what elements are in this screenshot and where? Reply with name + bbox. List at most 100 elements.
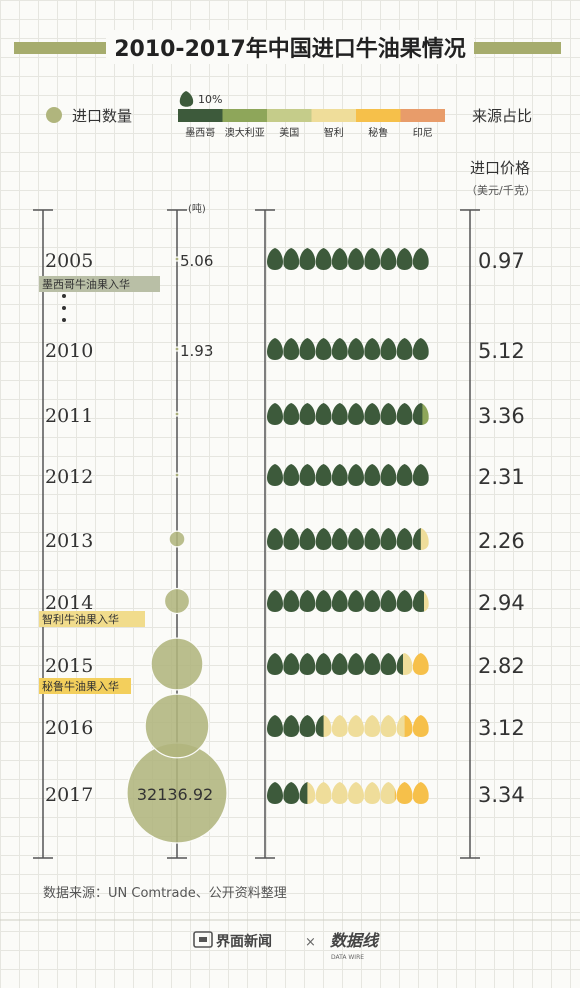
avocado-share-segment <box>267 403 283 425</box>
avocado-icon <box>267 338 283 360</box>
year-gap-ellipsis <box>62 294 66 322</box>
avocado-icon <box>396 338 413 360</box>
avocado-share-segment <box>283 464 300 486</box>
ellipsis-dot <box>62 306 66 310</box>
avocado-icon <box>315 338 332 360</box>
avocado-icon <box>380 715 397 737</box>
quantity-bubble-2010 <box>174 346 180 352</box>
avocado-icon <box>331 715 348 737</box>
quantity-bubble-2012 <box>174 472 180 478</box>
avocado-icon <box>380 653 397 675</box>
avocado-icon <box>283 715 300 737</box>
avocado-share-segment <box>396 590 413 612</box>
source-color-legend: 墨西哥 澳大利亚 美国 智利 秘鲁 印尼 <box>178 109 445 139</box>
avocado-icon <box>315 248 332 270</box>
quantity-bubble-2016 <box>144 693 210 759</box>
avocado-share-segment <box>364 528 381 550</box>
avocado-icon <box>348 338 364 360</box>
avocado-icon <box>380 338 397 360</box>
year-label-2017: 2017 <box>45 784 93 806</box>
avocado-share-segment <box>299 248 316 270</box>
avocado-share-segment <box>380 403 397 425</box>
avocado-share-segment <box>412 403 423 425</box>
brand-times: × <box>305 935 316 950</box>
price-label-2010: 5.12 <box>478 339 525 363</box>
avocado-share-segment <box>283 248 300 270</box>
legend-source-label: 美国 <box>279 126 299 139</box>
avocado-icon <box>283 590 300 612</box>
avocado-share-segment <box>396 782 413 804</box>
price-label-2013: 2.26 <box>478 529 525 553</box>
avocado-icon <box>380 403 397 425</box>
avocado-icon <box>380 528 397 550</box>
avocado-icon <box>331 403 348 425</box>
quantity-bubble-2015 <box>150 637 204 691</box>
chart-title: 2010-2017年中国进口牛油果情况 <box>114 36 466 62</box>
brand-logo-icon <box>193 931 213 948</box>
avocado-share-segment <box>331 653 348 675</box>
event-chile-bg <box>39 611 145 627</box>
avocado-icon <box>412 590 429 612</box>
avocado-share-segment <box>267 782 283 804</box>
avocado-icon <box>348 464 364 486</box>
avocado-share-segment <box>380 653 397 675</box>
quantity-unit: (吨) <box>188 202 206 215</box>
legend-swatch-4 <box>311 109 356 122</box>
avocado-icon <box>348 248 364 270</box>
avocado-share-segment <box>348 403 364 425</box>
quantity-bubble-2013 <box>168 530 186 548</box>
event-mexico: 墨西哥牛油果入华 <box>42 277 130 291</box>
avocado-icon <box>396 715 413 737</box>
avocado-icon <box>412 653 429 675</box>
legend-swatch-1 <box>178 109 223 122</box>
avocado-share-segment <box>299 782 308 804</box>
avocado-share-segment <box>299 464 316 486</box>
avocado-share-segment <box>299 528 316 550</box>
year-label-2013: 2013 <box>45 530 93 552</box>
event-peru: 秘鲁牛油果入华 <box>42 679 119 693</box>
avocado-icon <box>267 528 283 550</box>
avocado-share-segment <box>380 248 397 270</box>
avocado-icon <box>396 248 413 270</box>
avocado-share-segment <box>283 403 300 425</box>
legend-swatch-2 <box>222 109 267 122</box>
price-label-2012: 2.31 <box>478 465 525 489</box>
avocado-share-segment <box>403 653 413 675</box>
avocado-icon <box>315 528 332 550</box>
avocado-icon <box>348 590 364 612</box>
avocado-share-segment <box>331 528 348 550</box>
avocado-icon <box>299 715 316 737</box>
avocado-icon <box>396 528 413 550</box>
avocado-share-segment <box>267 464 283 486</box>
quantity-bubble-2005 <box>174 256 180 262</box>
year-label-2016: 2016 <box>45 717 93 739</box>
avocado-icon <box>364 338 381 360</box>
year-label-2010: 2010 <box>45 340 93 362</box>
year-rows: 2005 5.06 0.97 2010 1.93 5.12 2011 3.36 2012 2.31… <box>45 248 525 807</box>
avocado-share-segment <box>315 782 332 804</box>
avocado-share-segment <box>348 528 364 550</box>
avocado-icon <box>331 782 348 804</box>
avocado-share-segment <box>331 338 348 360</box>
avocado-share-segment <box>380 590 397 612</box>
price-header: 进口价格 <box>470 159 530 177</box>
avocado-icon <box>267 590 283 612</box>
title-backdrop <box>106 30 474 64</box>
avocado-icon <box>283 248 300 270</box>
avocado-icon <box>283 403 300 425</box>
avocado-icon <box>364 528 381 550</box>
avocado-share-segment <box>283 590 300 612</box>
avocado-icon <box>412 464 429 486</box>
year-label-2014: 2014 <box>45 592 93 614</box>
avocado-icon <box>283 528 300 550</box>
avocado-share-segment <box>396 403 413 425</box>
avocado-share-segment <box>380 782 396 804</box>
avocado-icon <box>315 782 332 804</box>
legend-source-label: 墨西哥 <box>185 127 215 139</box>
avocado-icon <box>364 248 381 270</box>
quantity-label-2010: 1.93 <box>180 342 213 360</box>
avocado-icon <box>396 403 413 425</box>
avocado-share-segment <box>331 715 348 737</box>
